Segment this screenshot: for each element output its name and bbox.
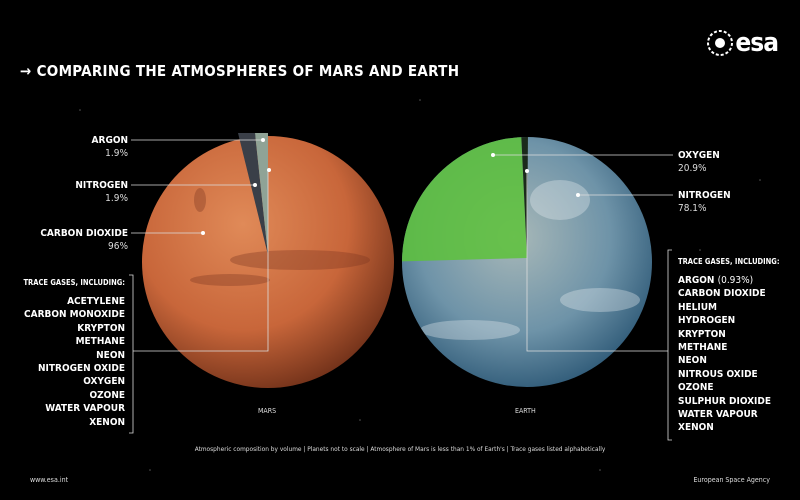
esa-globe-icon: [707, 30, 734, 56]
earth-trace-gases: TRACE GASES, INCLUDING: ARGON (0.93%) CA…: [678, 257, 780, 435]
earth-oxygen-wedge: [402, 137, 527, 262]
website-link[interactable]: www.esa.int: [30, 476, 69, 484]
trace-gas-item: XENON: [89, 416, 125, 428]
trace-gas-item: WATER VAPOUR: [45, 403, 125, 415]
mars-nitrogen-wedge: [238, 133, 268, 255]
footnote: Atmospheric composition by volume | Plan…: [194, 445, 606, 453]
trace-gas-item: WATER VAPOUR: [678, 409, 758, 421]
mars-caption: MARS: [258, 407, 277, 415]
mars-mottling: [190, 188, 370, 286]
trace-gas-item: NITROGEN OXIDE: [38, 363, 125, 375]
earth-argon-wedge: [521, 137, 528, 258]
esa-logo: esa: [707, 28, 779, 58]
trace-gas-item: HELIUM: [678, 301, 718, 313]
mars-co2-label: CARBON DIOXIDE 96%: [40, 227, 128, 253]
trace-gas-item: SULPHUR DIOXIDE: [678, 395, 772, 407]
page-title: → COMPARING THE ATMOSPHERES OF MARS AND …: [20, 62, 460, 80]
trace-gas-item: HYDROGEN: [678, 315, 736, 327]
earth-caption: EARTH: [515, 407, 536, 415]
trace-gas-value: (0.93%): [717, 275, 754, 286]
trace-heading: TRACE GASES, INCLUDING:: [23, 278, 125, 287]
gas-value: 96%: [108, 241, 128, 252]
trace-heading: TRACE GASES, INCLUDING:: [678, 257, 780, 266]
mars-nitrogen-label: NITROGEN 1.9%: [75, 179, 128, 205]
earth-clouds: [420, 180, 640, 340]
trace-gas-item: ACETYLENE: [67, 296, 125, 307]
trace-gas-item: OXYGEN: [83, 376, 125, 388]
gas-name: CARBON DIOXIDE: [40, 228, 128, 239]
trace-gas-item: ARGON (0.93%): [678, 274, 780, 287]
gas-value: 1.9%: [105, 148, 128, 159]
leader-dots: [201, 138, 580, 235]
earth-oxygen-label: OXYGEN 20.9%: [678, 149, 720, 175]
gas-name: OXYGEN: [678, 150, 720, 161]
trace-gas-item: XENON: [678, 422, 714, 434]
trace-gas-item: METHANE: [75, 336, 125, 348]
leader-lines: [129, 139, 673, 441]
trace-gas-item: CARBON DIOXIDE: [678, 288, 766, 300]
trace-gas-item: NEON: [96, 349, 125, 361]
gas-name: NITROGEN: [75, 180, 128, 191]
trace-gas-item: NEON: [678, 355, 707, 367]
mars-argon-label: ARGON 1.9%: [92, 134, 128, 160]
stars: [79, 99, 761, 471]
earth-nitrogen-label: NITROGEN 78.1%: [678, 189, 731, 215]
gas-name: ARGON: [91, 135, 128, 146]
gas-value: 1.9%: [105, 193, 128, 204]
mars-argon-wedge: [255, 133, 268, 255]
esa-wordmark: esa: [735, 28, 779, 58]
trace-gas-item: OZONE: [89, 389, 126, 401]
trace-gas-item: KRYPTON: [678, 328, 726, 340]
trace-gas-item: CARBON MONOXIDE: [24, 309, 125, 321]
trace-gas-item: OZONE: [678, 382, 714, 394]
trace-gas-item: METHANE: [678, 342, 728, 354]
trace-gas-item: NITROUS OXIDE: [678, 368, 758, 380]
trace-gas-name: ARGON: [678, 275, 715, 286]
mars-trace-gases: TRACE GASES, INCLUDING: ACETYLENE CARBON …: [23, 278, 125, 429]
trace-gas-item: KRYPTON: [77, 322, 125, 334]
gas-value: 78.1%: [678, 203, 707, 214]
gas-name: NITROGEN: [678, 190, 731, 201]
gas-value: 20.9%: [678, 163, 707, 174]
agency-name: European Space Agency: [693, 476, 770, 484]
